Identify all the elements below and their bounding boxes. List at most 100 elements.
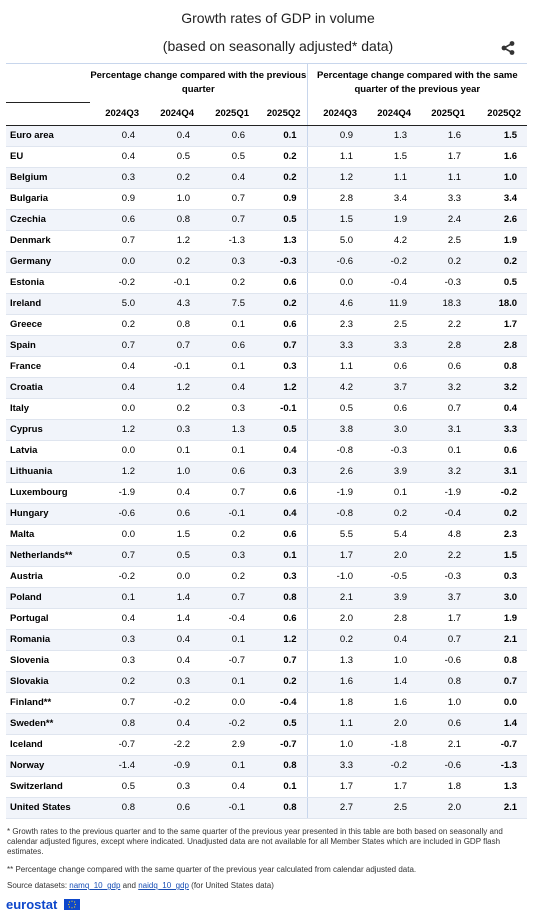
share-icon[interactable] [500,40,516,56]
value-cell: 0.7 [255,335,308,357]
value-cell: -0.4 [417,503,472,525]
value-cell: 0.2 [200,566,255,588]
value-cell: -0.1 [200,503,255,525]
value-cell: 1.7 [306,776,364,798]
value-cell: 0.7 [417,629,472,651]
value-cell: 3.9 [363,461,418,483]
value-cell: 2.3 [471,524,528,546]
value-cell: 0.2 [363,503,418,525]
quarter-header: 2024Q4 [145,102,200,126]
value-cell: 3.4 [471,188,528,210]
value-cell: 1.2 [90,419,145,441]
country-cell: Lithuania [6,461,90,483]
value-cell: 0.1 [200,356,255,378]
value-cell: 0.3 [90,650,145,672]
source-line: Source datasets: namq_10_gdp and naidq_1… [7,881,527,891]
value-cell: 2.6 [306,461,364,483]
value-cell: -0.4 [200,608,255,630]
link-naidq-10-gdp[interactable]: naidq_10_gdp [138,881,189,890]
value-cell: 3.3 [417,188,472,210]
table-row: Czechia 0.6 0.8 0.7 0.5 1.5 1.9 2.4 2.6 [6,209,528,231]
country-cell: Ireland [6,293,90,315]
value-cell: 2.8 [417,335,472,357]
country-cell: Cyprus [6,419,90,441]
link-namq-10-gdp[interactable]: namq_10_gdp [69,881,121,890]
value-cell: 4.6 [306,293,364,315]
value-cell: 18.0 [471,293,528,315]
value-cell: -0.1 [200,796,255,819]
value-cell: 0.5 [306,398,364,420]
value-cell: 1.0 [145,461,200,483]
value-cell: -0.3 [417,566,472,588]
value-cell: 0.3 [471,566,528,588]
source-prefix: Source datasets: [7,881,70,890]
quarter-header: 2025Q2 [471,102,528,126]
value-cell: 1.9 [363,209,418,231]
value-cell: 1.4 [363,671,418,693]
value-cell: -0.1 [255,398,308,420]
value-cell: 2.4 [417,209,472,231]
country-cell: Norway [6,755,90,777]
value-cell: 2.6 [471,209,528,231]
value-cell: -0.5 [363,566,418,588]
value-cell: 0.1 [200,755,255,777]
quarter-header-blank [6,102,90,126]
value-cell: 0.6 [255,272,308,294]
table-row: Croatia 0.4 1.2 0.4 1.2 4.2 3.7 3.2 3.2 [6,377,528,399]
value-cell: -1.3 [200,230,255,252]
value-cell: 0.4 [200,377,255,399]
value-cell: 1.3 [200,419,255,441]
value-cell: 0.8 [255,587,308,609]
table-row: Austria -0.2 0.0 0.2 0.3 -1.0 -0.5 -0.3 0.3 [6,566,528,588]
value-cell: -0.9 [145,755,200,777]
value-cell: 1.1 [363,166,418,189]
value-cell: 0.5 [255,209,308,231]
value-cell: 0.6 [145,796,200,819]
value-cell: -1.3 [471,755,528,777]
value-cell: 0.4 [200,166,255,189]
value-cell: -0.1 [145,272,200,294]
value-cell: 4.8 [417,524,472,546]
value-cell: 0.3 [255,566,308,588]
value-cell: -1.4 [90,755,145,777]
value-cell: 3.2 [417,461,472,483]
value-cell: 1.3 [306,650,364,672]
value-cell: 0.7 [200,482,255,504]
value-cell: -1.9 [90,482,145,504]
country-cell: Euro area [6,125,90,147]
value-cell: -0.1 [145,356,200,378]
table-row: Netherlands** 0.7 0.5 0.3 0.1 1.7 2.0 2.2 1.5 [6,545,528,567]
table-row: Bulgaria 0.9 1.0 0.7 0.9 2.8 3.4 3.3 3.4 [6,188,528,210]
value-cell: 1.7 [471,314,528,336]
value-cell: 0.2 [417,251,472,273]
value-cell: 0.7 [471,671,528,693]
value-cell: 2.5 [363,314,418,336]
value-cell: 2.0 [417,796,472,819]
value-cell: 5.0 [90,293,145,315]
value-cell: 2.3 [306,314,364,336]
value-cell: 0.7 [90,230,145,252]
value-cell: -0.3 [363,440,418,462]
value-cell: 0.2 [471,503,528,525]
country-cell: Slovenia [6,650,90,672]
value-cell: 0.1 [417,440,472,462]
value-cell: -0.7 [471,733,528,756]
value-cell: 0.4 [255,440,308,462]
value-cell: 0.8 [471,650,528,672]
value-cell: -1.8 [363,733,418,756]
country-cell: Poland [6,587,90,609]
value-cell: -0.2 [363,755,418,777]
value-cell: 0.4 [363,629,418,651]
table-row: Spain 0.7 0.7 0.6 0.7 3.3 3.3 2.8 2.8 [6,335,528,357]
country-cell: Belgium [6,166,90,189]
value-cell: 3.3 [306,335,364,357]
country-cell: Iceland [6,733,90,756]
value-cell: 0.4 [90,146,145,168]
value-cell: 0.3 [90,629,145,651]
value-cell: 0.6 [255,608,308,630]
value-cell: 0.2 [90,671,145,693]
value-cell: 3.0 [471,587,528,609]
value-cell: 0.3 [255,356,308,378]
value-cell: 4.2 [363,230,418,252]
value-cell: 1.7 [306,545,364,567]
